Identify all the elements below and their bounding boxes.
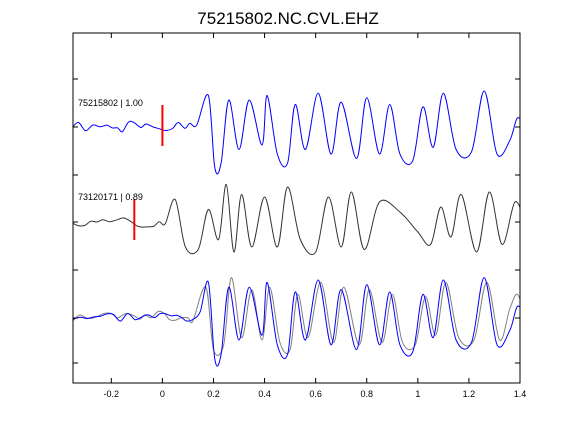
axes-frame	[72, 32, 521, 384]
axis-ticks: -0.2 0 0.2 0.4 0.6 0.8 1 1.2 1.4	[73, 33, 526, 399]
x-tick-label: 0	[160, 389, 165, 399]
chart-title: 75215802.NC.CVL.EHZ	[197, 9, 378, 28]
trace-labels: 75215802 | 1.00 73120171 | 0.89	[78, 98, 143, 202]
trace-match-line	[73, 183, 520, 256]
trace-label-template: 75215802 | 1.00	[78, 98, 143, 108]
pick-markers	[133, 105, 164, 240]
x-tick-label: 1.2	[463, 389, 476, 399]
trace-overlay-blue-line	[73, 277, 520, 367]
x-tick-label: 0.6	[309, 389, 322, 399]
x-tick-label: 0.4	[258, 389, 271, 399]
x-tick-label: -0.2	[104, 389, 120, 399]
x-tick-label: 0.2	[207, 389, 220, 399]
trace-overlay-gray-line	[73, 277, 520, 356]
trace-label-match: 73120171 | 0.89	[78, 192, 143, 202]
x-tick-label: 1	[415, 389, 420, 399]
x-tick-label: 0.8	[360, 389, 373, 399]
waveform-traces	[73, 90, 520, 367]
trace-template-line	[73, 90, 520, 175]
x-tick-label: 1.4	[514, 389, 527, 399]
